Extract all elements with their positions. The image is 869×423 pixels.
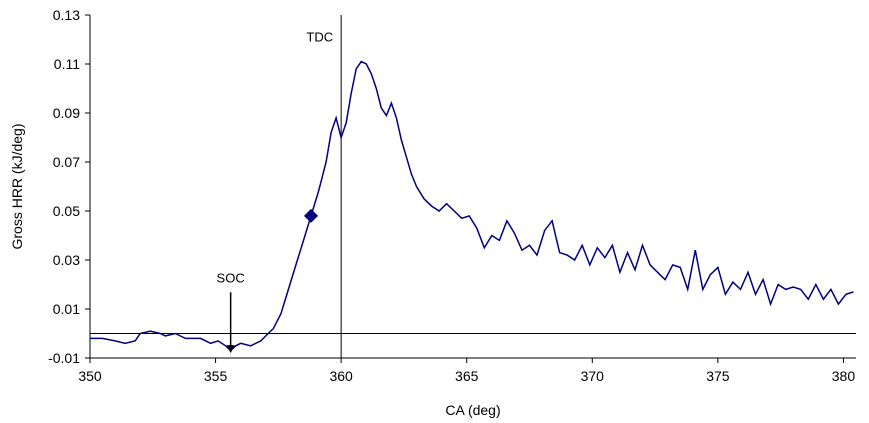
x-tick-label: 360 — [329, 368, 353, 384]
y-tick-label: 0.13 — [53, 7, 80, 23]
x-tick-label: 380 — [832, 368, 856, 384]
tdc-label: TDC — [306, 29, 333, 44]
x-axis-ticks: 350 355 360 365 370 375 380 — [78, 358, 855, 384]
y-tick-label: 0.09 — [53, 105, 80, 121]
soc-arrowhead — [226, 345, 235, 354]
x-tick-label: 375 — [706, 368, 730, 384]
y-axis-title: Gross HRR (kJ/deg) — [9, 123, 25, 249]
x-tick-label: 370 — [581, 368, 605, 384]
y-tick-label: 0.05 — [53, 203, 80, 219]
hrr-series-line — [90, 60, 854, 352]
soc-label: SOC — [217, 270, 245, 285]
y-tick-label: 0.07 — [53, 154, 80, 170]
y-tick-label: 0.11 — [54, 56, 80, 72]
x-tick-label: 355 — [204, 368, 228, 384]
y-tick-label: 0.03 — [53, 252, 80, 268]
y-tick-label: 0.01 — [53, 301, 80, 317]
x-tick-label: 350 — [78, 368, 102, 384]
y-axis-ticks: -0.01 0.01 0.03 0.05 0.07 0.09 0.11 0.13 — [48, 7, 90, 366]
marker-diamond — [304, 208, 319, 223]
x-tick-label: 365 — [455, 368, 479, 384]
y-tick-label: -0.01 — [48, 350, 80, 366]
axes — [89, 15, 856, 359]
x-axis-title: CA (deg) — [445, 402, 500, 418]
